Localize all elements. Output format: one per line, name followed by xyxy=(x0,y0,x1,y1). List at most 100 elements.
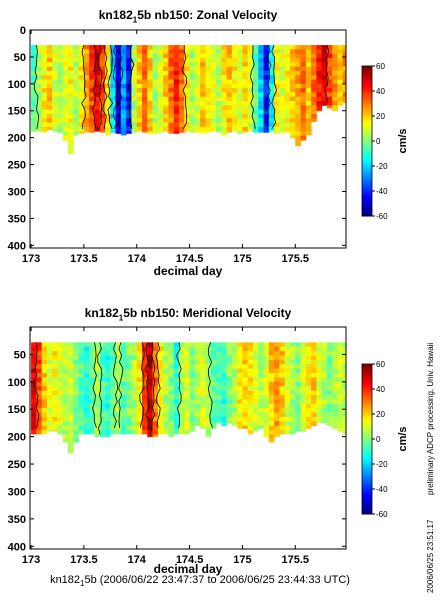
velocity-cell xyxy=(311,75,317,80)
velocity-cell xyxy=(46,45,53,50)
velocity-cell xyxy=(163,62,169,68)
velocity-cell xyxy=(221,96,227,102)
velocity-cell xyxy=(242,57,249,63)
velocity-cell xyxy=(194,66,201,72)
velocity-cell xyxy=(52,346,58,352)
velocity-cell xyxy=(179,131,185,133)
velocity-cell xyxy=(311,421,317,427)
velocity-cell xyxy=(274,118,280,123)
velocity-cell xyxy=(46,70,53,76)
velocity-cell xyxy=(46,75,53,80)
velocity-cell xyxy=(78,351,85,356)
velocity-cell xyxy=(120,408,127,413)
velocity-cell xyxy=(136,373,143,378)
velocity-cell xyxy=(105,390,111,396)
velocity-cell xyxy=(253,408,259,413)
velocity-cell xyxy=(89,403,95,409)
velocity-cell xyxy=(189,70,196,76)
velocity-cell xyxy=(268,57,275,63)
contour-line xyxy=(324,45,330,104)
velocity-cell xyxy=(200,421,206,427)
velocity-cell xyxy=(274,113,280,119)
velocity-cell xyxy=(110,386,116,391)
velocity-cell xyxy=(89,126,95,132)
velocity-cell xyxy=(305,109,312,115)
velocity-cell xyxy=(120,75,127,80)
velocity-cell xyxy=(279,70,286,76)
velocity-cell xyxy=(210,412,217,418)
velocity-cell xyxy=(36,412,43,418)
velocity-cell xyxy=(68,45,74,50)
velocity-cell xyxy=(168,351,175,356)
velocity-cell xyxy=(142,412,148,418)
velocity-cell xyxy=(311,408,317,413)
velocity-cell xyxy=(263,421,270,427)
velocity-cell xyxy=(52,122,58,128)
velocity-cell xyxy=(131,83,138,89)
velocity-cell xyxy=(173,390,180,396)
velocity-cell xyxy=(126,386,132,391)
velocity-cell xyxy=(62,408,69,413)
velocity-cell xyxy=(216,381,222,387)
velocity-cell xyxy=(247,386,254,391)
velocity-cell xyxy=(231,92,238,98)
velocity-cell xyxy=(68,148,74,154)
velocity-cell xyxy=(52,430,58,432)
velocity-cell xyxy=(78,390,85,396)
velocity-cell xyxy=(83,53,90,59)
velocity-cell xyxy=(99,66,106,72)
velocity-cell xyxy=(89,66,95,72)
velocity-cell xyxy=(332,83,338,89)
velocity-cell xyxy=(73,394,80,400)
colorbar-swatch xyxy=(362,126,372,130)
velocity-cell xyxy=(242,399,249,405)
velocity-cell xyxy=(200,57,206,63)
velocity-cell xyxy=(110,408,116,413)
velocity-cell xyxy=(216,355,222,361)
velocity-cell xyxy=(31,346,37,352)
velocity-cell xyxy=(105,386,111,391)
x-tick-label: 174.5 xyxy=(176,253,204,265)
velocity-cell xyxy=(231,408,238,413)
velocity-cell xyxy=(321,373,328,378)
velocity-cell xyxy=(231,83,238,89)
velocity-cell xyxy=(279,113,286,119)
velocity-cell xyxy=(268,70,275,76)
velocity-cell xyxy=(189,53,196,59)
velocity-cell xyxy=(131,75,138,80)
velocity-cell xyxy=(73,416,80,422)
velocity-cell xyxy=(83,386,90,391)
velocity-cell xyxy=(221,70,227,76)
velocity-cell xyxy=(263,425,270,431)
velocity-cell xyxy=(221,403,227,409)
velocity-cell xyxy=(295,346,301,352)
velocity-cell xyxy=(231,118,238,123)
velocity-cell xyxy=(274,403,280,409)
velocity-cell xyxy=(57,118,64,123)
velocity-cell xyxy=(142,57,148,63)
velocity-cell xyxy=(46,355,53,361)
velocity-cell xyxy=(189,430,196,432)
velocity-cell xyxy=(31,403,37,409)
velocity-cell xyxy=(163,381,169,387)
colorbar-swatch xyxy=(362,403,372,407)
velocity-cell xyxy=(295,377,301,383)
velocity-cell xyxy=(274,53,280,59)
velocity-cell xyxy=(295,96,301,102)
velocity-cell xyxy=(237,394,243,400)
velocity-cell xyxy=(279,96,286,102)
plot-frame xyxy=(29,326,347,550)
velocity-cell xyxy=(152,62,159,68)
colorbar-swatch xyxy=(362,434,372,438)
velocity-cell xyxy=(83,113,90,119)
velocity-cell xyxy=(120,92,127,98)
velocity-cell xyxy=(179,105,185,111)
velocity-cell xyxy=(73,45,80,50)
velocity-cell xyxy=(157,83,164,89)
velocity-cell xyxy=(300,92,307,98)
velocity-cell xyxy=(73,421,80,427)
velocity-cell xyxy=(342,386,347,391)
velocity-cell xyxy=(89,96,95,102)
velocity-cell xyxy=(274,377,280,383)
velocity-cell xyxy=(311,412,317,418)
